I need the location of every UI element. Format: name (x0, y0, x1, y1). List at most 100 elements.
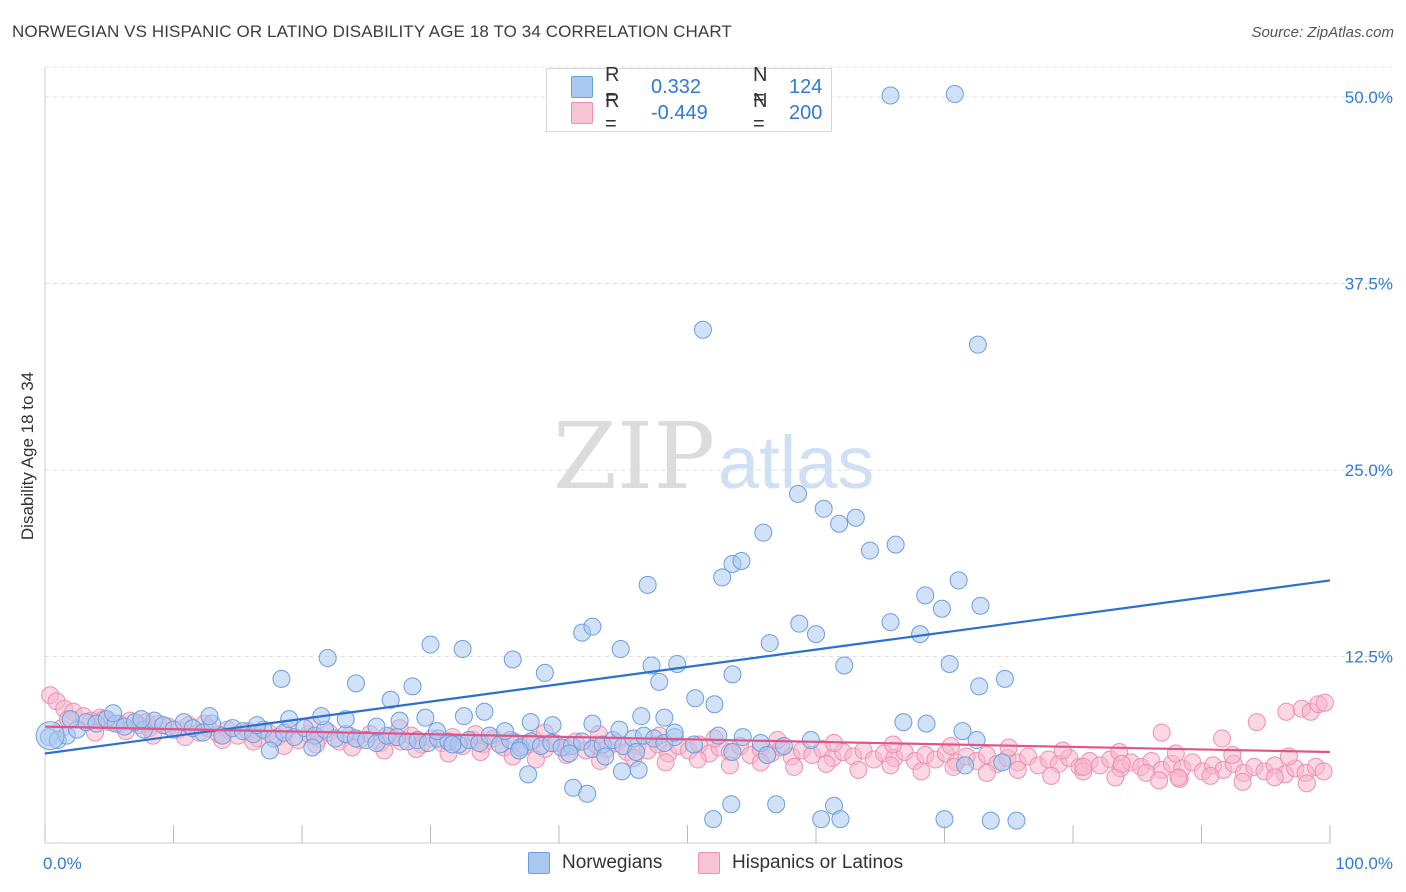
norwegian-point (812, 810, 831, 829)
norwegian-point (627, 742, 646, 761)
tick-labels: 12.5% 25.0% 37.5% 50.0% 0.0% 100.0% (43, 88, 1393, 873)
hispanic-point (849, 760, 868, 779)
norwegian-point (346, 674, 365, 693)
norwegian-point (336, 710, 355, 729)
x-tick-label-min: 0.0% (43, 854, 82, 873)
norwegian-point (732, 552, 751, 571)
norwegian-point (709, 726, 728, 745)
hispanic-point (785, 757, 804, 776)
norwegians-trend-line (44, 579, 1331, 755)
norwegian-point (881, 86, 900, 105)
norwegian-point (860, 541, 879, 560)
norwegian-point (713, 568, 732, 587)
norwegian-point (578, 784, 597, 803)
norwegian-point (970, 677, 989, 696)
legend-n-value: 124 (789, 75, 823, 98)
norwegian-point (443, 735, 462, 754)
norwegian-point (454, 707, 473, 726)
legend-n-label: N = (753, 90, 768, 135)
norwegian-point (390, 711, 409, 730)
norwegian-point (754, 523, 773, 542)
legend-item-hispanics[interactable]: Hispanics or Latinos (698, 852, 903, 874)
norwegian-point (789, 484, 808, 503)
legend-item-norwegians[interactable]: Norwegians (528, 852, 662, 874)
norwegian-point (510, 741, 529, 760)
norwegian-point (801, 731, 820, 750)
norwegian-point (132, 710, 151, 729)
norwegian-point (722, 795, 741, 814)
chart-title: NORWEGIAN VS HISPANIC OR LATINO DISABILI… (12, 22, 732, 41)
norwegian-point (968, 335, 987, 354)
norwegian-point (272, 669, 291, 688)
norwegian-point (303, 738, 322, 757)
norwegian-point (403, 677, 422, 696)
norwegian-point (318, 648, 337, 667)
norwegian-point (894, 713, 913, 732)
watermark-zip: ZIP (553, 403, 715, 510)
norwegian-point (596, 747, 615, 766)
norwegian-point (421, 635, 440, 654)
trend-lines (44, 579, 1331, 755)
legend-swatch-pink (571, 102, 593, 124)
norwegian-point (629, 760, 648, 779)
norwegian-point (535, 663, 554, 682)
norwegian-point (953, 722, 972, 741)
norwegian-point (723, 742, 742, 761)
norwegian-point (846, 508, 865, 527)
x-tick-label-max: 100.0% (1335, 854, 1393, 873)
hispanic-point (977, 763, 996, 782)
norwegian-point (971, 596, 990, 615)
norwegians-points (35, 85, 1026, 830)
norwegian-point (758, 745, 777, 764)
norwegian-point (260, 741, 279, 760)
norwegian-point (61, 710, 80, 729)
norwegian-point (704, 810, 723, 829)
legend-n-value: 200 (789, 101, 823, 124)
hispanic-point (1150, 771, 1169, 790)
norwegian-point (583, 617, 602, 636)
norwegian-point (610, 720, 629, 739)
norwegian-point (503, 650, 522, 669)
norwegian-point (496, 722, 515, 741)
norwegian-point (560, 744, 579, 763)
hispanics-trend-line (44, 725, 1331, 754)
norwegian-point (642, 656, 661, 675)
grid-lines (45, 66, 1392, 657)
hispanic-point (1213, 729, 1232, 748)
norwegian-point (583, 714, 602, 733)
legend-r-value: 0.332 (651, 75, 702, 98)
norwegian-point (453, 640, 472, 659)
norwegian-point (790, 614, 809, 633)
norwegian-point (200, 707, 219, 726)
hispanic-point (656, 753, 675, 772)
norwegian-point (665, 723, 684, 742)
norwegian-point (733, 728, 752, 747)
norwegian-point (940, 654, 959, 673)
legend-label-hispanics: Hispanics or Latinos (732, 852, 904, 873)
hispanic-point (1314, 762, 1333, 781)
norwegian-point (916, 586, 935, 605)
hispanic-point (1042, 766, 1061, 785)
source-credit: Source: ZipAtlas.com (1251, 24, 1394, 41)
norwegian-point (519, 765, 538, 784)
norwegian-point (831, 810, 850, 829)
norwegian-point (381, 690, 400, 709)
axes (44, 68, 1331, 844)
norwegian-point (693, 320, 712, 339)
norwegian-point (650, 672, 669, 691)
norwegian-point (1007, 811, 1026, 830)
legend-r-label: R = (605, 90, 620, 135)
hispanic-point (941, 737, 960, 756)
norwegian-point (760, 634, 779, 653)
hispanic-point (1265, 768, 1284, 787)
y-tick-label: 25.0% (1345, 461, 1393, 480)
norwegian-point (814, 499, 833, 518)
norwegian-point (723, 665, 742, 684)
norwegian-point (993, 753, 1012, 772)
norwegian-point (917, 714, 936, 733)
norwegian-point (104, 704, 123, 723)
hispanic-point (817, 754, 836, 773)
hispanic-point (1008, 760, 1027, 779)
norwegian-point (521, 713, 540, 732)
